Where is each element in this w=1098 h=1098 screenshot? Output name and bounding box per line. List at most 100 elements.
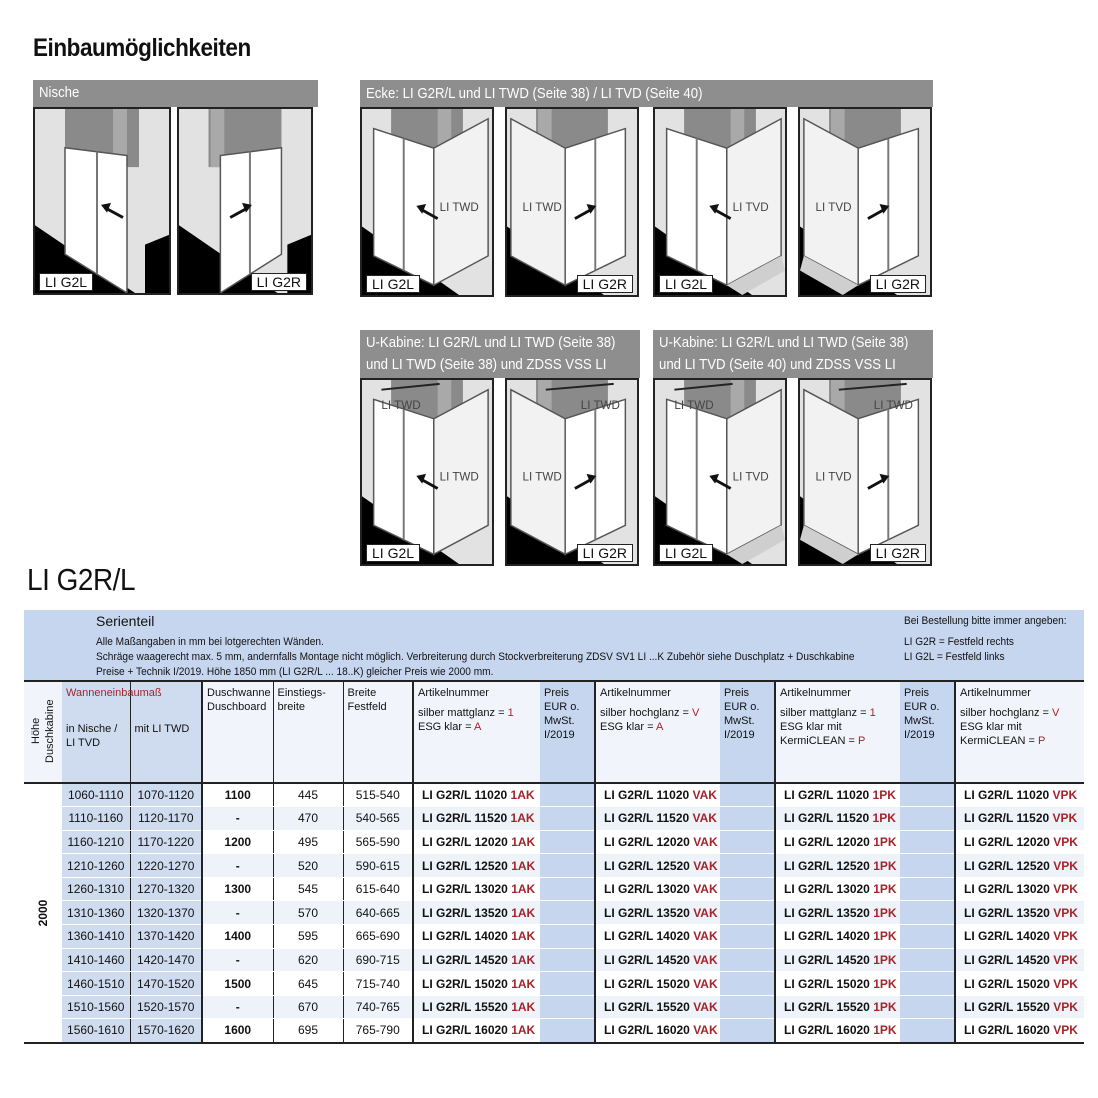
note: Schräge waagerecht max. 5 mm, andernfall… xyxy=(96,651,855,663)
article-suffix: 1AK xyxy=(510,811,535,826)
product-title: LI G2R/L xyxy=(27,562,136,597)
cell-artikelnummer: LI G2R/L 14520 1PK xyxy=(774,948,900,973)
cell-einstieg: 620 xyxy=(272,948,343,973)
cell-nische: 1260-1310 xyxy=(62,877,130,902)
article-suffix: VPK xyxy=(1053,834,1078,849)
cell-artikelnummer: LI G2R/L 13020 VAK xyxy=(594,877,720,902)
article-code: 13520 xyxy=(836,905,870,920)
cell-einstieg: 645 xyxy=(272,971,343,996)
table-row: 1410-1460 1420-1470-620 690-715 LI G2R/L 14… xyxy=(24,948,1084,973)
article-suffix: 1AK xyxy=(511,905,536,920)
table-row: 1310-1360 1320-1370-570 640-665 LI G2R/L 13… xyxy=(24,900,1084,926)
article-prefix: LI G2R/L xyxy=(422,905,472,920)
cell-nische: 1510-1560 xyxy=(62,995,130,1020)
cell-preis xyxy=(540,1018,595,1044)
cell-preis xyxy=(900,806,955,831)
cell-artikelnummer: LI G2R/L 12020 1PK xyxy=(774,830,900,855)
header-twd: mit LI TWD xyxy=(129,680,202,784)
cell-duschwanne: 1300 xyxy=(201,877,273,902)
article-code: 13520 xyxy=(656,905,690,920)
header-festfeld: Breite Festfeld xyxy=(342,680,413,784)
article-code: 12020 xyxy=(656,834,690,849)
article-suffix: VPK xyxy=(1052,788,1078,803)
article-prefix: LI G2R/L xyxy=(784,905,834,920)
cell-nische: 1060-1110 xyxy=(62,783,130,808)
header-preis: Preis EUR o. MwSt. I/2019 xyxy=(720,680,775,784)
svg-text:LI TVD: LI TVD xyxy=(816,471,852,484)
article-code: 14020 xyxy=(836,929,870,944)
header-preis: Preis EUR o. MwSt. I/2019 xyxy=(900,680,955,784)
cell-artikelnummer: LI G2R/L 14520 VPK xyxy=(954,948,1084,973)
article-prefix: LI G2R/L xyxy=(604,905,654,920)
section-title: Einbaumöglichkeiten xyxy=(33,34,251,62)
header-duschwanne: Duschwanne Duschboard xyxy=(201,680,273,784)
cell-preis xyxy=(720,995,775,1020)
installation-illustration: LI G2L xyxy=(33,107,171,295)
cell-preis xyxy=(540,900,595,926)
article-suffix: 1AK xyxy=(511,834,536,849)
cell-einstieg: 520 xyxy=(272,853,343,878)
order-note: Bei Bestellung bitte immer angeben: xyxy=(904,615,1067,627)
article-suffix: 1AK xyxy=(511,858,536,873)
article-suffix: VAK xyxy=(692,811,717,826)
cell-festfeld: 715-740 xyxy=(342,971,413,996)
cell-artikelnummer: LI G2R/L 12520 1AK xyxy=(412,853,540,878)
article-code: 12520 xyxy=(474,858,508,873)
svg-text:LI TVD: LI TVD xyxy=(733,201,769,214)
cell-artikelnummer: LI G2R/L 15520 1AK xyxy=(412,995,540,1020)
variant-label: LI G2L xyxy=(366,275,421,293)
variant-label: LI G2R xyxy=(576,544,633,562)
cell-festfeld: 565-590 xyxy=(342,830,413,855)
cell-preis xyxy=(900,924,955,949)
shower-cabin-drawing: LI TWD LI TWD xyxy=(362,380,492,564)
u-kabine-header-2: U-Kabine: LI G2R/L und LI TWD (Seite 38)… xyxy=(653,330,933,378)
table-info-band: Serienteil Alle Maßangaben in mm bei lot… xyxy=(24,610,1084,680)
article-suffix: 1PK xyxy=(873,929,897,944)
cell-artikelnummer: LI G2R/L 14520 VAK xyxy=(594,948,720,973)
article-prefix: LI G2R/L xyxy=(604,952,654,967)
article-code: 13020 xyxy=(656,882,690,897)
cell-preis xyxy=(720,830,775,855)
variant-label: LI G2R xyxy=(869,275,926,293)
price-table: Serienteil Alle Maßangaben in mm bei lot… xyxy=(24,610,1084,1044)
cell-festfeld: 640-665 xyxy=(342,900,413,926)
cell-artikelnummer: LI G2R/L 15020 1AK xyxy=(412,971,540,996)
cell-twd: 1370-1420 xyxy=(129,924,202,949)
header-artikelnummer: Artikelnummer silber hochglanz = V ESG kla… xyxy=(594,680,720,784)
article-suffix: VPK xyxy=(1053,976,1078,991)
cell-preis xyxy=(540,853,595,878)
nische-header: Nische xyxy=(33,80,318,107)
cell-duschwanne: - xyxy=(201,806,273,831)
article-prefix: LI G2R/L xyxy=(422,834,472,849)
cell-nische: 1310-1360 xyxy=(62,900,130,926)
cell-einstieg: 595 xyxy=(272,924,343,949)
article-code: 11020 xyxy=(656,788,690,803)
cell-artikelnummer: LI G2R/L 15020 VPK xyxy=(954,971,1084,996)
cell-twd: 1070-1120 xyxy=(129,783,202,808)
svg-text:LI TVD: LI TVD xyxy=(733,471,769,484)
article-code: 13520 xyxy=(1016,905,1050,920)
cell-duschwanne: 1200 xyxy=(201,830,273,855)
cell-artikelnummer: LI G2R/L 12520 1PK xyxy=(774,853,900,878)
cell-artikelnummer: LI G2R/L 13020 VPK xyxy=(954,877,1084,902)
article-suffix: 1AK xyxy=(511,882,536,897)
cell-artikelnummer: LI G2R/L 15520 VPK xyxy=(954,995,1084,1020)
cell-artikelnummer: LI G2R/L 15520 VAK xyxy=(594,995,720,1020)
table-row: 1360-1410 1370-1420 1400 595 665-690 LI G2R/L… xyxy=(24,924,1084,949)
article-suffix: 1PK xyxy=(873,905,897,920)
article-code: 12520 xyxy=(656,858,690,873)
article-prefix: LI G2R/L xyxy=(604,1023,654,1038)
article-prefix: LI G2R/L xyxy=(964,929,1014,944)
article-suffix: VPK xyxy=(1053,882,1078,897)
cell-twd: 1520-1570 xyxy=(129,995,202,1020)
variant-label: LI G2L xyxy=(366,544,421,562)
variant-label: LI G2L xyxy=(659,275,714,293)
article-prefix: LI G2R/L xyxy=(964,882,1014,897)
article-code: 11020 xyxy=(474,788,508,803)
order-note-l: LI G2L = Festfeld links xyxy=(904,651,1005,663)
article-prefix: LI G2R/L xyxy=(604,788,654,803)
article-prefix: LI G2R/L xyxy=(604,1000,654,1015)
table-row: 1210-1260 1220-1270-520 590-615 LI G2R/L 12… xyxy=(24,853,1084,878)
shower-cabin-drawing xyxy=(35,109,169,293)
article-suffix: VAK xyxy=(693,952,718,967)
